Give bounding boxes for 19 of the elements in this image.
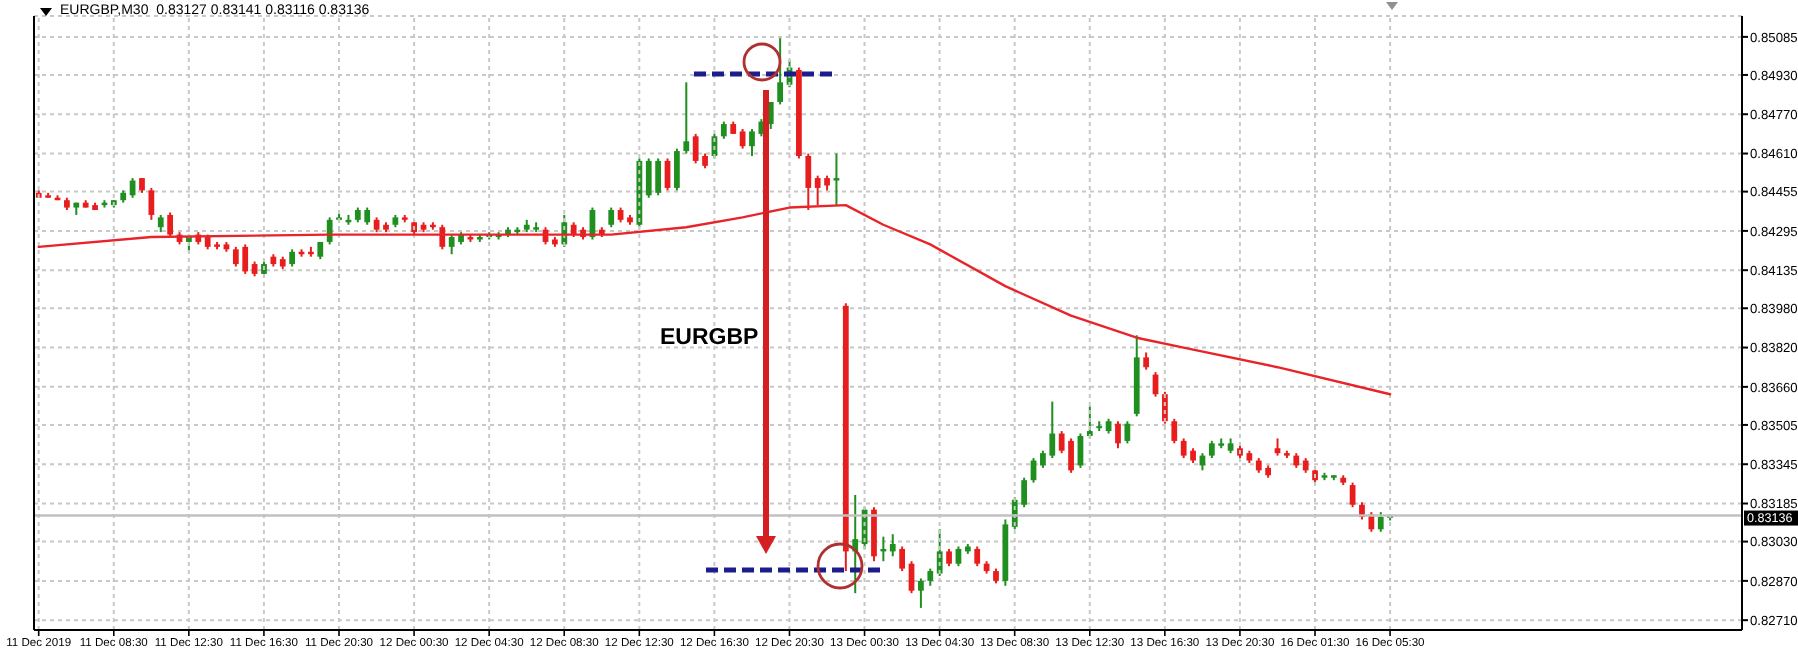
- candlestick: [674, 147, 680, 192]
- candlestick: [899, 545, 906, 573]
- candlestick: [871, 506, 877, 563]
- candlestick: [439, 223, 446, 251]
- candlestick: [889, 533, 896, 558]
- candlestick: [1171, 417, 1178, 445]
- candlestick: [167, 211, 174, 239]
- candlestick: [749, 127, 755, 157]
- candlestick: [918, 577, 924, 609]
- candlestick: [974, 545, 981, 568]
- annotation: EURGBP: [660, 326, 760, 350]
- candlestick: [833, 152, 840, 207]
- candlestick: [326, 216, 333, 246]
- candlestick: [148, 186, 155, 221]
- candlestick: [608, 206, 615, 229]
- candlestick: [1124, 420, 1131, 445]
- candlestick: [1115, 420, 1121, 450]
- candlestick: [683, 81, 690, 155]
- candlestick: [777, 37, 784, 106]
